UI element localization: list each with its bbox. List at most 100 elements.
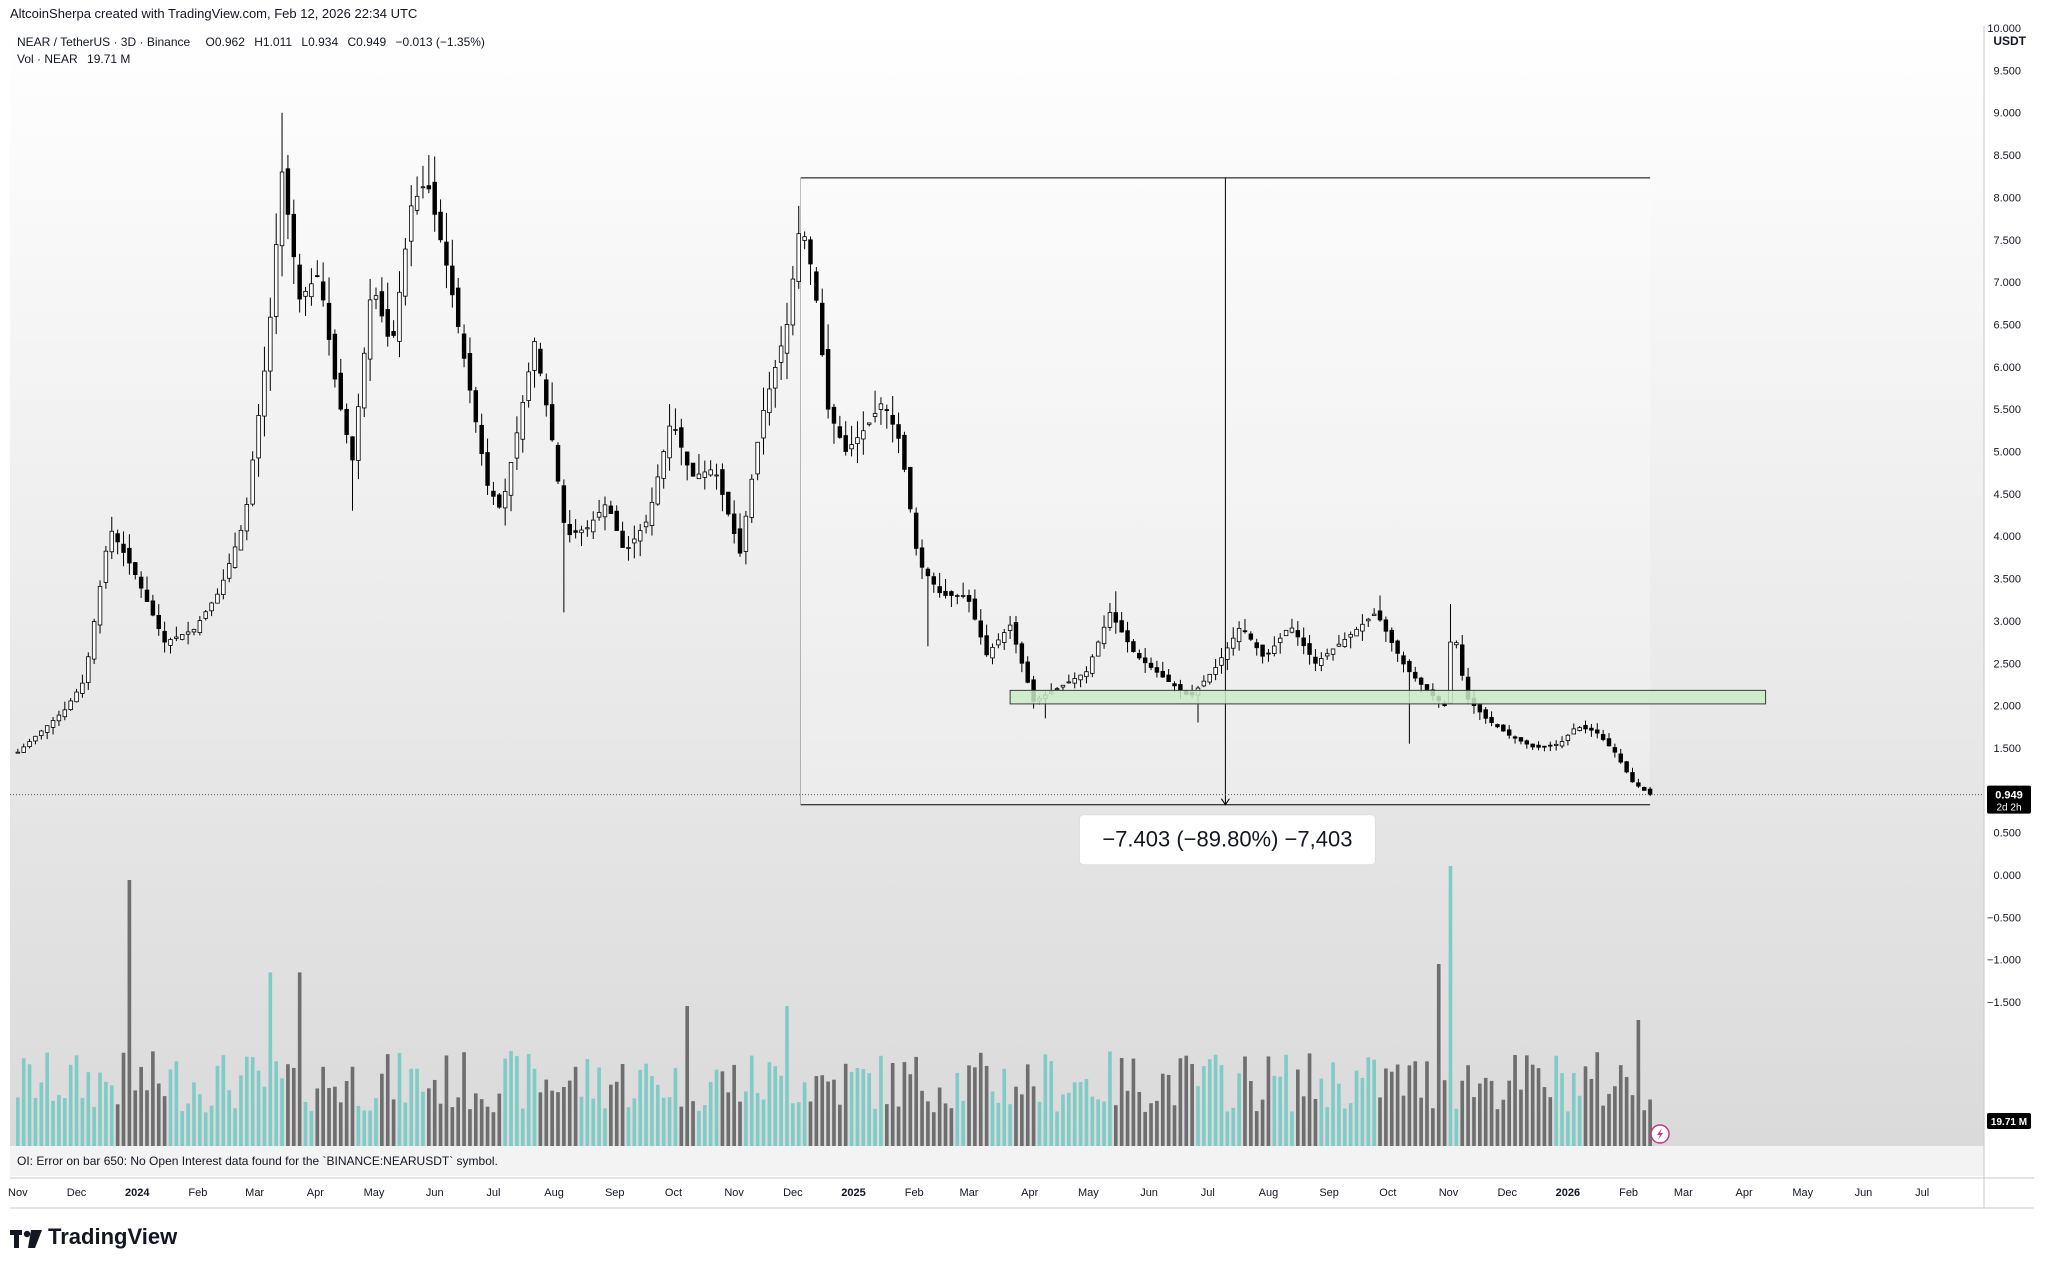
volume-label[interactable]: Vol · NEAR	[17, 52, 78, 66]
tradingview-logo-text: TradingView	[48, 1224, 178, 1249]
candle-body	[1260, 644, 1265, 657]
candle-body	[643, 521, 649, 528]
candle-body	[226, 563, 232, 579]
candle-body	[1383, 619, 1389, 632]
candle-body	[379, 291, 385, 317]
candle-body	[197, 620, 203, 633]
candle-body	[1495, 724, 1500, 728]
price-axis[interactable]: 10.50010.0009.5009.0008.5008.0007.5007.0…	[1987, 0, 2021, 1009]
candle-body	[1101, 626, 1107, 645]
volume-bar	[1372, 1059, 1376, 1146]
candle-body	[1078, 674, 1083, 681]
volume-bar	[1548, 1097, 1553, 1146]
tradingview-logo[interactable]: TradingView	[10, 1224, 177, 1250]
candle-body	[796, 233, 801, 282]
volume-bar	[1530, 1064, 1535, 1146]
volume-bar	[873, 1108, 877, 1146]
candle-body	[825, 348, 831, 410]
candle-body	[1148, 662, 1154, 668]
time-tick-label: Mar	[245, 1187, 264, 1199]
currency-unit[interactable]: USDT	[1993, 34, 2026, 48]
volume-bar	[1290, 1111, 1294, 1146]
candle-body	[502, 491, 508, 509]
candle-body	[103, 550, 109, 583]
volume-bar	[1378, 1097, 1382, 1146]
candle-body	[1142, 657, 1148, 664]
volume-bar	[1595, 1052, 1600, 1146]
candle-body	[978, 620, 983, 638]
time-tick-label: 2024	[125, 1187, 150, 1199]
oi-panel-background	[10, 1146, 1984, 1176]
time-axis[interactable]: Nov Dec 2024 Feb Mar Apr May Jun Jul Aug Sep Oct Nov…	[8, 1187, 1929, 1199]
volume-bar	[286, 1064, 290, 1146]
candle-body	[1413, 671, 1418, 679]
candle-body	[567, 524, 572, 536]
candle-body	[420, 186, 426, 189]
volume-bar	[1472, 1097, 1476, 1146]
time-tick-label: Feb	[1619, 1187, 1638, 1199]
volume-bar	[726, 1092, 731, 1146]
volume-bar	[1119, 1057, 1124, 1146]
candle-body	[1377, 610, 1383, 621]
price-tick-label: 10.000	[1987, 23, 2021, 35]
volume-bar	[515, 1056, 519, 1146]
candle-body	[925, 568, 931, 577]
volume-bar	[520, 1108, 525, 1146]
volume-bar	[468, 1109, 472, 1146]
volume-value: 19.71 M	[87, 52, 131, 66]
candle-body	[1125, 630, 1130, 643]
volume-bar	[1571, 1073, 1576, 1146]
volume-bar	[1613, 1086, 1617, 1146]
volume-bar	[978, 1052, 983, 1146]
candle-body	[344, 408, 349, 435]
volume-bar	[926, 1101, 930, 1146]
volume-bar	[591, 1098, 596, 1146]
price-tick-label: 5.000	[1993, 447, 2021, 459]
volume-bar	[57, 1095, 61, 1146]
volume-bar	[338, 1102, 343, 1146]
candle-body	[1553, 743, 1559, 746]
candle-body	[1002, 632, 1007, 643]
candle-body	[138, 576, 144, 589]
volume-bar	[456, 1097, 461, 1146]
candle-body	[784, 324, 790, 354]
candle-body	[937, 586, 942, 594]
candle-body	[620, 530, 625, 548]
volume-bar	[1389, 1071, 1394, 1146]
candle-body	[526, 371, 531, 401]
volume-bar	[239, 1075, 243, 1146]
candle-body	[1354, 628, 1359, 637]
candle-body	[843, 435, 848, 452]
volume-bar	[567, 1080, 572, 1146]
price-tick-label: 6.500	[1993, 319, 2021, 331]
symbol-title[interactable]: NEAR / TetherUS · 3D · Binance	[17, 35, 191, 49]
time-tick-label: Jul	[486, 1187, 500, 1199]
price-legend-row: NEAR / TetherUS · 3D · Binance O0.962 H1…	[17, 34, 485, 51]
support-zone[interactable]	[1009, 689, 1767, 705]
volume-bar	[867, 1073, 872, 1146]
volume-bar	[1237, 1073, 1241, 1146]
time-tick-label: May	[1078, 1187, 1099, 1199]
candle-body	[1407, 660, 1412, 673]
candle-body	[1154, 667, 1160, 673]
candle-body	[232, 546, 238, 568]
candle-body	[655, 476, 661, 505]
candle-body	[778, 345, 784, 363]
time-tick-label: Mar	[1674, 1187, 1693, 1199]
candle-body	[808, 239, 813, 265]
volume-bar	[1249, 1080, 1253, 1146]
volume-bar	[250, 1057, 255, 1146]
candle-body	[109, 530, 114, 553]
volume-bar	[679, 1106, 684, 1146]
candle-body	[708, 469, 713, 476]
candle-body	[632, 538, 637, 544]
candle-body	[573, 530, 578, 533]
candle-body	[849, 444, 854, 450]
symbol-legend: NEAR / TetherUS · 3D · Binance O0.962 H1…	[17, 34, 485, 68]
candle-body	[285, 168, 291, 215]
volume-bar	[767, 1062, 772, 1146]
volume-bar	[562, 1086, 566, 1146]
candle-body	[320, 281, 326, 301]
oi-error-message: OI: Error on bar 650: No Open Interest d…	[17, 1154, 498, 1168]
